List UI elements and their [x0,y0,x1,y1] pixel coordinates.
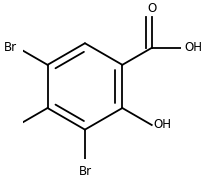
Text: Br: Br [78,165,91,178]
Text: OH: OH [184,41,202,54]
Text: OH: OH [153,119,171,132]
Text: Br: Br [4,41,17,54]
Text: O: O [147,2,156,15]
